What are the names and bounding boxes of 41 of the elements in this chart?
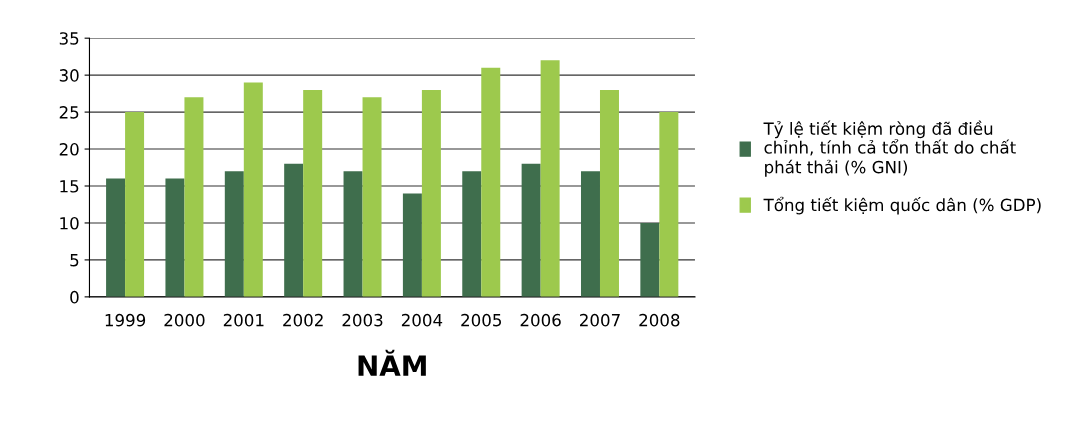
bar [402, 193, 422, 297]
bar [224, 171, 244, 297]
x-tick-label: 1999 [105, 313, 146, 327]
bar [125, 112, 145, 297]
x-tick-label: 2008 [639, 313, 680, 327]
x-tick-label: 2006 [520, 313, 561, 327]
x-axis-title: NĂM [358, 349, 426, 376]
bar [481, 67, 501, 297]
bar [165, 178, 185, 297]
bar [106, 178, 126, 297]
legend-label: Tổng tiết kiệm quốc dân (% GDP) [763, 196, 1041, 215]
bar [243, 82, 263, 297]
bar [659, 112, 679, 297]
bar [303, 89, 323, 297]
y-tick-label: 30 [59, 69, 79, 82]
x-tick-label: 2004 [401, 313, 443, 327]
bar [184, 97, 204, 297]
x-tick-label: 2007 [580, 313, 620, 327]
y-tick-label: 0 [70, 290, 79, 304]
y-tick-label: 15 [60, 180, 79, 193]
x-tick-label: 2002 [283, 313, 323, 327]
y-tick-label: 5 [70, 254, 79, 267]
bar [343, 171, 363, 297]
bar [462, 171, 482, 297]
y-tick-label: 10 [60, 216, 79, 230]
x-tick-label: 2005 [461, 313, 502, 327]
y-tick-label: 25 [59, 106, 79, 119]
bar [580, 171, 600, 297]
bar [362, 97, 382, 297]
bar [284, 163, 304, 297]
legend-label: Tỷ lệ tiết kiệm ròng đã điều chỉnh, tính cả tổn thất do chất phát thải (% GNI) [763, 120, 1016, 177]
x-tick-label: 2000 [164, 313, 205, 327]
y-tick-label: 35 [59, 32, 79, 45]
x-tick-label: 2001 [223, 313, 264, 327]
bar [521, 163, 541, 297]
bar [599, 89, 619, 297]
bar [640, 222, 660, 297]
bar [421, 89, 441, 297]
y-tick-label: 20 [59, 143, 79, 156]
bar [540, 60, 560, 297]
x-tick-label: 2003 [342, 313, 383, 327]
